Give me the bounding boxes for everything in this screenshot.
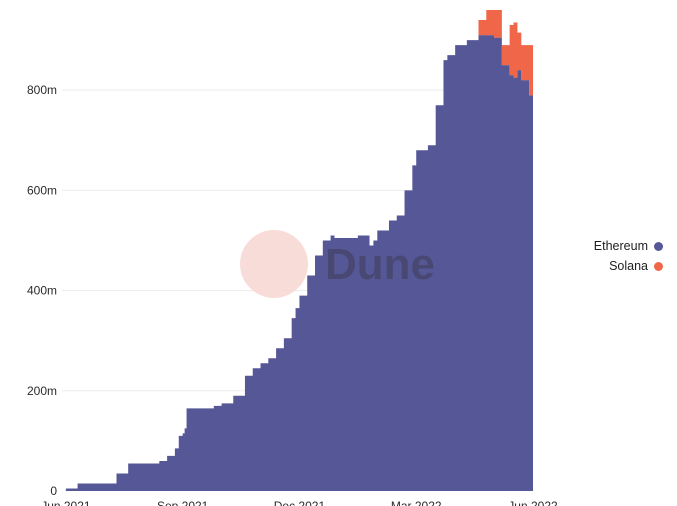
legend-item-solana[interactable]: Solana — [594, 256, 663, 276]
y-tick-label: 200m — [27, 384, 57, 398]
x-tick-label: Jun 2021 — [41, 499, 91, 506]
y-tick-label: 0 — [50, 484, 57, 498]
series-area-ethereum[interactable] — [65, 35, 533, 491]
x-tick-label: Dec 2021 — [274, 499, 326, 506]
x-tick-label: Mar 2022 — [391, 499, 442, 506]
y-tick-label: 600m — [27, 183, 57, 197]
watermark-text: Dune — [325, 240, 435, 289]
dune-watermark: Dune — [240, 230, 435, 298]
y-tick-label: 800m — [27, 83, 57, 97]
x-axis: Jun 2021 Sep 2021 Dec 2021 Mar 2022 Jun 2022 — [41, 499, 558, 506]
watermark-logo-circle — [240, 230, 308, 298]
legend-dot-ethereum — [654, 241, 663, 251]
y-axis: 0 200m 400m 600m 800m — [27, 83, 57, 498]
y-tick-label: 400m — [27, 284, 57, 298]
x-tick-label: Jun 2022 — [508, 499, 558, 506]
x-tick-label: Sep 2021 — [157, 499, 209, 506]
legend-label-solana: Solana — [609, 259, 648, 273]
series-areas — [65, 10, 533, 491]
legend: Ethereum Solana — [594, 236, 663, 276]
legend-item-ethereum[interactable]: Ethereum — [594, 236, 663, 256]
legend-dot-solana — [654, 261, 663, 271]
legend-label-ethereum: Ethereum — [593, 239, 648, 253]
